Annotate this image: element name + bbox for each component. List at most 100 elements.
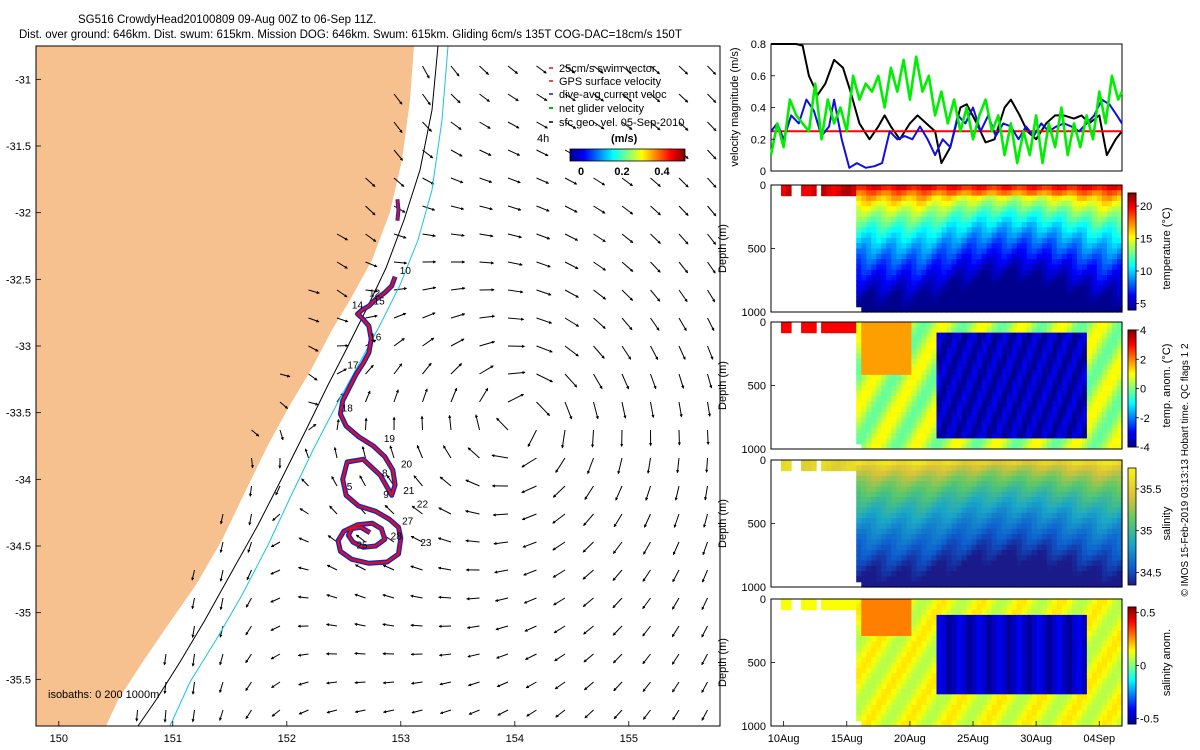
panel-cell	[926, 507, 932, 514]
panel-cell	[1112, 523, 1118, 530]
panel-cell	[941, 264, 948, 271]
panel-cell	[946, 322, 953, 328]
panel-cell	[946, 512, 953, 519]
current-arrow	[507, 93, 519, 102]
panel-cell	[931, 237, 938, 244]
panel-cell	[906, 528, 912, 535]
panel-cell	[996, 185, 1003, 191]
panel-cell	[1031, 565, 1038, 572]
panel-cell	[886, 550, 892, 556]
panel-cell	[1031, 497, 1038, 503]
panel-cell	[881, 264, 887, 271]
panel-cell	[906, 720, 912, 727]
panel-cell	[1051, 343, 1058, 350]
panel-cell	[1112, 343, 1118, 350]
panel-cell	[946, 475, 953, 482]
panel-cell	[991, 422, 998, 429]
depth-tick-label: 0	[760, 455, 766, 467]
panel-cell	[866, 332, 872, 339]
panel-cell	[871, 327, 877, 334]
panel-cell	[856, 550, 862, 556]
panel-cell	[1071, 264, 1078, 271]
panel-cell	[1096, 206, 1103, 213]
panel-cell	[1041, 322, 1048, 328]
panel-cell	[861, 200, 867, 207]
panel-cell	[1066, 565, 1073, 572]
panel-cell	[896, 327, 902, 334]
panel-cell	[1101, 359, 1108, 365]
panel-cell	[956, 417, 963, 424]
panel-cell	[1051, 406, 1058, 413]
panel-cell	[1061, 290, 1068, 297]
panel-cell	[866, 190, 872, 197]
panel-cell	[961, 322, 968, 328]
panel-cell	[951, 237, 958, 244]
panel-cell	[856, 710, 862, 716]
panel-cell	[956, 491, 963, 498]
panel-cell	[1031, 243, 1038, 250]
panel-cell	[1001, 465, 1008, 472]
glider-stub-inner	[396, 199, 400, 221]
current-arrow	[393, 233, 407, 239]
panel-cell	[891, 512, 897, 519]
panel-cell	[921, 475, 927, 482]
panel-cell	[1011, 306, 1018, 313]
panel-cell	[1056, 374, 1063, 381]
panel-cell	[1061, 465, 1068, 472]
panel-cell	[961, 560, 968, 567]
panel-cell	[916, 211, 922, 218]
panel-cell	[861, 646, 867, 653]
panel-cell	[956, 243, 963, 250]
panel-cell	[946, 651, 953, 658]
panel-cell	[1066, 337, 1073, 344]
panel-cell	[1061, 433, 1068, 439]
panel-cell	[911, 625, 917, 632]
panel-cell	[871, 620, 877, 627]
panel-cell	[996, 581, 1003, 588]
panel-cell	[886, 609, 892, 616]
panel-cell	[871, 689, 877, 695]
panel-cell	[916, 422, 922, 429]
panel-cell	[926, 678, 932, 685]
panel-cell	[936, 565, 943, 572]
panel-cell	[891, 322, 897, 328]
map-y-tick-label: -33.5	[6, 408, 31, 420]
panel-cell	[1041, 211, 1048, 218]
panel-cell	[946, 443, 953, 450]
current-arrow	[248, 513, 252, 526]
panel-cell	[1001, 380, 1008, 387]
panel-cell	[936, 491, 943, 498]
panel-cell	[861, 667, 867, 674]
panel-cell	[1021, 486, 1028, 493]
panel-cell	[1026, 259, 1033, 265]
panel-cell	[866, 412, 872, 418]
panel-cell	[1036, 507, 1043, 514]
panel-cell	[856, 523, 862, 530]
panel-cell	[861, 343, 867, 350]
panel-cell	[1076, 322, 1083, 328]
panel-cell	[881, 374, 887, 381]
panel-cell	[926, 227, 932, 234]
panel-cell	[981, 337, 988, 344]
panel-cell	[1091, 539, 1098, 546]
panel-cell	[901, 227, 907, 234]
current-arrow	[336, 368, 348, 375]
panel-cell	[966, 518, 973, 525]
panel-cell	[1107, 433, 1113, 439]
panel-cell	[831, 599, 837, 605]
panel-cell	[1086, 401, 1093, 408]
panel-cell	[981, 518, 988, 525]
panel-cell	[881, 269, 887, 276]
panel-cell	[1036, 555, 1043, 562]
panel-cell	[921, 465, 927, 472]
panel-cell	[901, 290, 907, 297]
panel-cell	[911, 285, 917, 292]
panel-cell	[891, 296, 897, 302]
panel-cell	[1061, 396, 1068, 402]
current-arrow	[354, 564, 366, 571]
panel-cell	[1021, 560, 1028, 567]
panel-cell	[1036, 322, 1043, 328]
panel-cell	[991, 560, 998, 567]
panel-cell	[1076, 465, 1083, 472]
panel-cell	[1006, 523, 1013, 530]
